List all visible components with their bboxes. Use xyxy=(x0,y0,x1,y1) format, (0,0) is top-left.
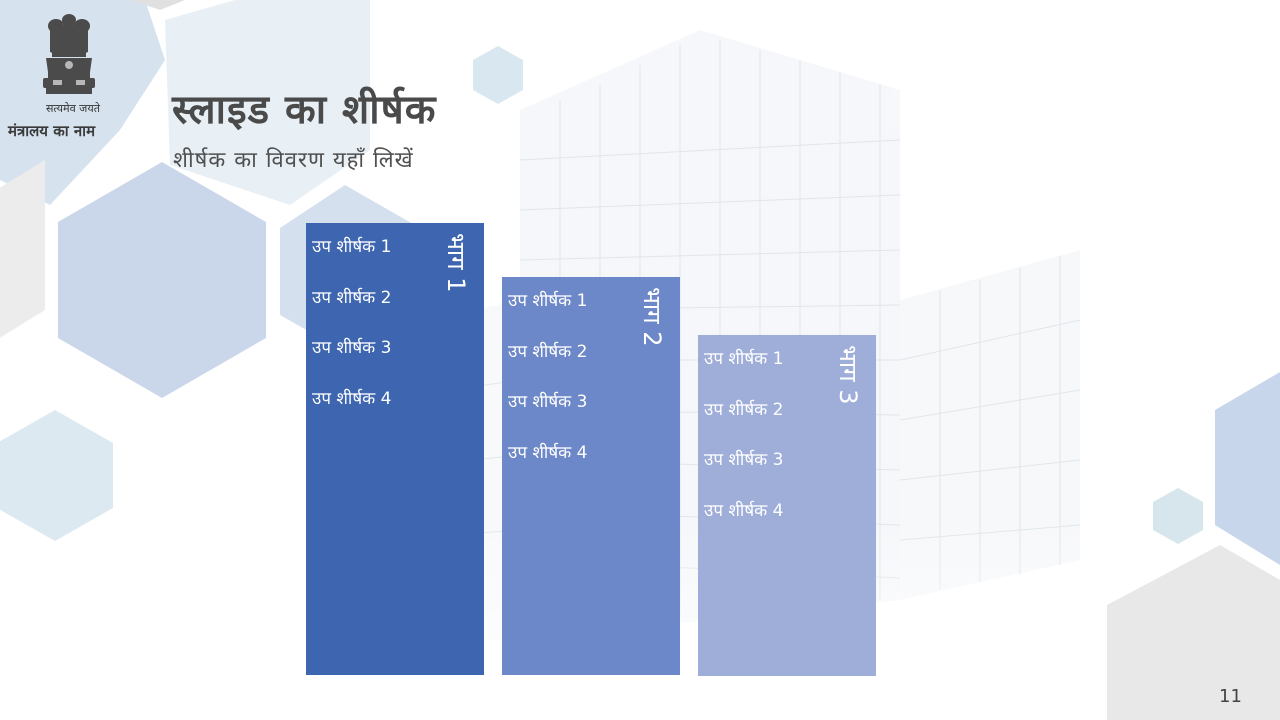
subheading-item: उप शीर्षक 4 xyxy=(312,388,392,409)
hexagon-decoration xyxy=(165,0,370,205)
hexagon-decoration xyxy=(473,46,523,104)
national-emblem-icon xyxy=(43,14,95,94)
subheading-item: उप शीर्षक 1 xyxy=(312,237,392,257)
hexagon-decoration xyxy=(130,0,185,10)
subheading-item: उप शीर्षक 2 xyxy=(704,399,784,420)
emblem-motto: सत्यमेव जयते xyxy=(45,102,100,115)
slide-title: स्लाइड का शीर्षक xyxy=(172,87,437,133)
subheading-item: उप शीर्षक 4 xyxy=(704,500,784,521)
section-label: भाग 1 xyxy=(442,233,470,293)
subheading-item: उप शीर्षक 1 xyxy=(704,349,784,369)
hexagon-decoration xyxy=(0,160,45,338)
subheading-item: उप शीर्षक 3 xyxy=(704,450,784,470)
section-block-2: उप शीर्षक 1 उप शीर्षक 2 उप शीर्षक 3 उप श… xyxy=(502,277,680,675)
hexagon-decoration xyxy=(58,162,266,398)
subheading-item: उप शीर्षक 3 xyxy=(312,338,392,358)
section-label: भाग 2 xyxy=(638,287,666,347)
hexagon-decoration xyxy=(0,0,165,205)
slide-subtitle: शीर्षक का विवरण यहाँ लिखें xyxy=(173,148,414,173)
ministry-name: मंत्रालय का नाम xyxy=(8,122,96,140)
hexagon-decoration xyxy=(1153,488,1203,544)
hexagon-decoration xyxy=(1215,372,1280,565)
hexagon-decoration xyxy=(0,410,113,541)
subheading-item: उप शीर्षक 3 xyxy=(508,392,588,412)
subheading-item: उप शीर्षक 4 xyxy=(508,442,588,463)
subheading-item: उप शीर्षक 2 xyxy=(312,287,392,308)
subheading-item: उप शीर्षक 2 xyxy=(508,341,588,362)
section-block-3: उप शीर्षक 1 उप शीर्षक 2 उप शीर्षक 3 उप श… xyxy=(698,335,876,676)
hexagon-decoration xyxy=(1107,545,1280,720)
page-number: 11 xyxy=(1219,686,1242,707)
subheading-item: उप शीर्षक 1 xyxy=(508,291,588,311)
section-label: भाग 3 xyxy=(834,345,862,405)
section-block-1: उप शीर्षक 1 उप शीर्षक 2 उप शीर्षक 3 उप श… xyxy=(306,223,484,675)
